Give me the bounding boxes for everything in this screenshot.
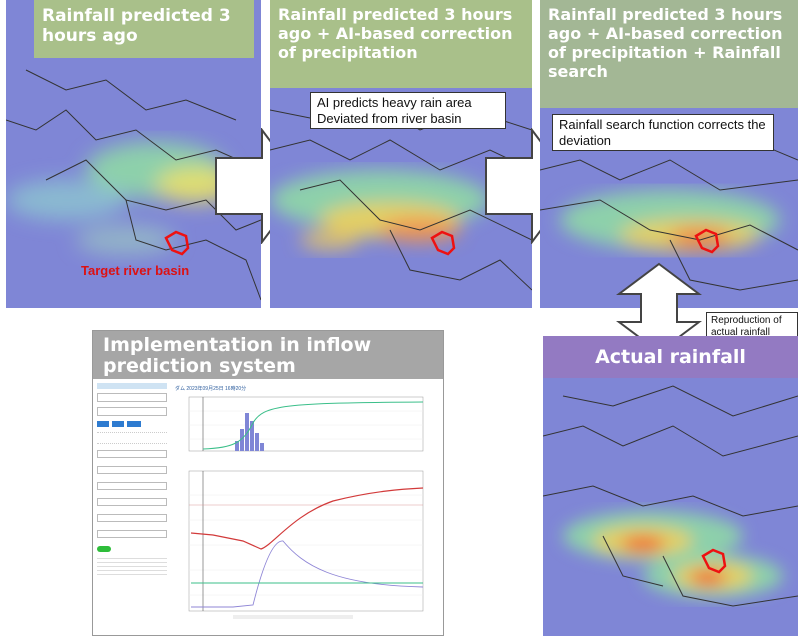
dam-select[interactable] [97,393,167,402]
prev-button[interactable] [97,421,109,427]
implementation-panel: Implementation in inflow prediction syst… [92,330,444,636]
next-button[interactable] [112,421,124,427]
implementation-title: Implementation in inflow prediction syst… [93,331,443,379]
toggle-switch[interactable] [97,546,111,552]
rainfall-chart [188,396,424,452]
rain-map-actual [543,336,798,636]
panel-predicted-3h: Rainfall predicted 3 hours ago Target ri… [6,0,261,308]
option-select-1[interactable] [97,450,167,458]
panel-3-callout: Rainfall search function corrects the de… [552,114,774,152]
chart-header: ダム 2023年09月25日 16時20分 [175,386,247,392]
panel-ai-correction: Rainfall predicted 3 hours ago + AI-base… [270,0,532,308]
option-select-3[interactable] [97,482,167,490]
sidebar-footer-text [97,558,167,576]
control-sidebar [97,383,167,631]
panel-rainfall-search: Rainfall predicted 3 hours ago + AI-base… [540,0,798,308]
panel-2-title: Rainfall predicted 3 hours ago + AI-base… [270,0,532,88]
interval-radio-group[interactable] [97,432,167,444]
option-select-2[interactable] [97,466,167,474]
latest-button[interactable] [127,421,141,427]
panel-actual-rainfall: Actual rainfall [543,336,798,636]
panel-1-title: Rainfall predicted 3 hours ago [34,0,254,58]
actual-rainfall-title: Actual rainfall [543,336,798,378]
panel-3-title: Rainfall predicted 3 hours ago + AI-base… [540,0,798,108]
option-select-4[interactable] [97,498,167,506]
sidebar-tab-bar[interactable] [97,383,167,389]
inflow-chart [188,470,424,619]
option-select-5[interactable] [97,514,167,522]
option-select-6[interactable] [97,530,167,538]
panel-2-callout: AI predicts heavy rain area Deviated fro… [310,92,506,130]
target-basin-label: Target river basin [81,263,190,278]
date-input[interactable] [97,407,167,416]
